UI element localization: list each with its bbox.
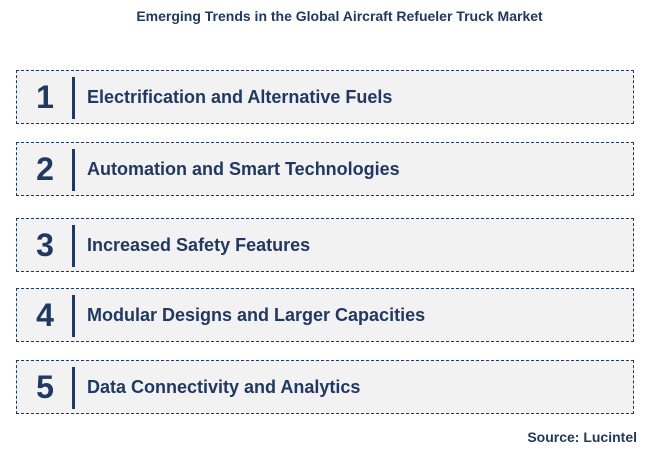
trend-divider [72,295,75,337]
trend-number: 2 [36,150,54,187]
trend-item-1: 1 Electrification and Alternative Fuels [16,70,634,124]
trend-label: Modular Designs and Larger Capacities [87,304,426,325]
trend-item-4: 4 Modular Designs and Larger Capacities [16,288,634,342]
source-note: Source: Lucintel [527,429,637,445]
trend-item-5: 5 Data Connectivity and Analytics [16,360,634,414]
trend-label: Data Connectivity and Analytics [87,376,361,397]
trend-divider [72,367,75,409]
trend-number: 4 [36,296,54,333]
trend-number: 5 [36,368,54,405]
trend-item-2: 2 Automation and Smart Technologies [16,142,634,196]
trend-label: Increased Safety Features [87,234,311,255]
trend-number: 1 [36,78,54,115]
trend-divider [72,77,75,119]
trend-item-3: 3 Increased Safety Features [16,218,634,272]
page-title: Emerging Trends in the Global Aircraft R… [136,8,543,24]
trend-label: Electrification and Alternative Fuels [87,86,393,107]
trend-label: Automation and Smart Technologies [87,158,400,179]
trend-divider [72,149,75,191]
trend-divider [72,225,75,267]
trend-number: 3 [36,226,54,263]
